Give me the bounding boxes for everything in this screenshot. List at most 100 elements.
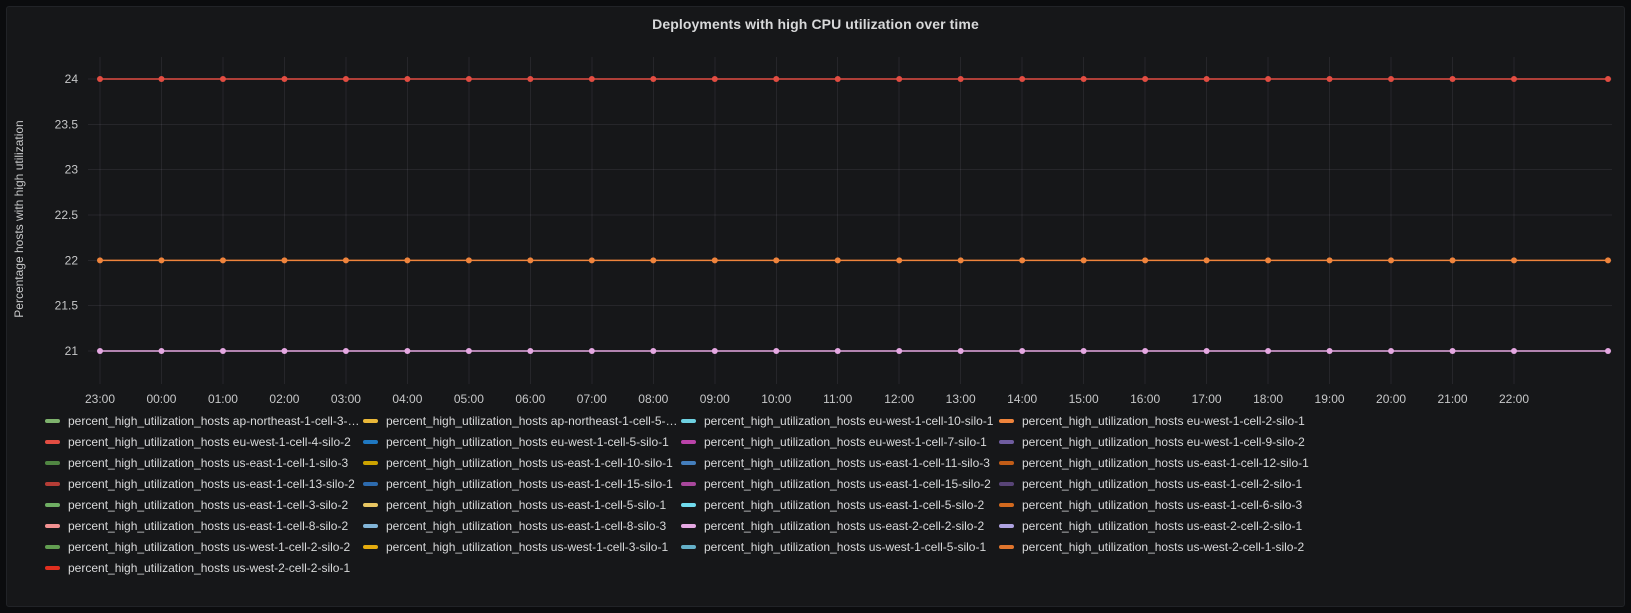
series-point[interactable] xyxy=(588,348,595,354)
legend-item[interactable]: percent_high_utilization_hosts us-west-1… xyxy=(45,536,363,557)
legend-item[interactable]: percent_high_utilization_hosts us-east-1… xyxy=(999,473,1317,494)
series-point[interactable] xyxy=(1326,76,1333,82)
series-point[interactable] xyxy=(404,348,411,354)
series-point[interactable] xyxy=(1019,348,1026,354)
series-point[interactable] xyxy=(465,348,472,354)
series-point[interactable] xyxy=(834,257,841,264)
series-point[interactable] xyxy=(1605,76,1611,82)
legend-item[interactable]: percent_high_utilization_hosts us-east-1… xyxy=(999,452,1317,473)
series-point[interactable] xyxy=(1605,348,1611,354)
legend-item[interactable]: percent_high_utilization_hosts eu-west-1… xyxy=(681,431,999,452)
series-point[interactable] xyxy=(1511,76,1517,82)
series-point[interactable] xyxy=(588,76,595,82)
legend-item[interactable]: percent_high_utilization_hosts us-west-1… xyxy=(363,536,681,557)
series-point[interactable] xyxy=(773,257,780,264)
legend-item[interactable]: percent_high_utilization_hosts us-east-1… xyxy=(681,473,999,494)
series-point[interactable] xyxy=(896,76,903,82)
series-point[interactable] xyxy=(219,348,226,354)
legend-item[interactable]: percent_high_utilization_hosts us-east-1… xyxy=(999,494,1317,515)
series-point[interactable] xyxy=(957,76,964,82)
series-point[interactable] xyxy=(97,257,103,264)
series-point[interactable] xyxy=(1511,257,1517,264)
series-point[interactable] xyxy=(1019,76,1026,82)
legend-item[interactable]: percent_high_utilization_hosts eu-west-1… xyxy=(363,431,681,452)
series-point[interactable] xyxy=(1605,257,1611,264)
series-point[interactable] xyxy=(1142,348,1149,354)
series-point[interactable] xyxy=(1326,257,1333,264)
series-point[interactable] xyxy=(342,348,349,354)
series-point[interactable] xyxy=(1326,348,1333,354)
series-point[interactable] xyxy=(1080,76,1087,82)
series-point[interactable] xyxy=(404,76,411,82)
legend-item[interactable]: percent_high_utilization_hosts eu-west-1… xyxy=(999,431,1317,452)
series-line[interactable] xyxy=(97,76,1611,82)
legend-item[interactable]: percent_high_utilization_hosts us-west-2… xyxy=(999,536,1317,557)
series-point[interactable] xyxy=(1080,348,1087,354)
series-point[interactable] xyxy=(773,348,780,354)
series-point[interactable] xyxy=(1388,348,1395,354)
chart-plot[interactable]: 21 21.5 22 22.5 23 23.5 24 23:00 00:00 01:00 02:00… xyxy=(7,7,1624,407)
series-line[interactable] xyxy=(97,257,1611,264)
series-point[interactable] xyxy=(158,348,165,354)
series-point[interactable] xyxy=(896,348,903,354)
series-point[interactable] xyxy=(1019,257,1026,264)
series-point[interactable] xyxy=(465,257,472,264)
plot-area[interactable] xyxy=(88,57,1612,384)
series-point[interactable] xyxy=(158,76,165,82)
legend-item[interactable]: percent_high_utilization_hosts eu-west-1… xyxy=(999,410,1317,431)
series-point[interactable] xyxy=(588,257,595,264)
series-point[interactable] xyxy=(711,348,718,354)
series-point[interactable] xyxy=(1388,257,1395,264)
legend-item[interactable]: percent_high_utilization_hosts ap-northe… xyxy=(363,410,681,431)
series-point[interactable] xyxy=(834,76,841,82)
series-point[interactable] xyxy=(465,76,472,82)
legend-item[interactable]: percent_high_utilization_hosts eu-west-1… xyxy=(45,431,363,452)
series-point[interactable] xyxy=(1449,348,1456,354)
series-point[interactable] xyxy=(281,76,288,82)
series-point[interactable] xyxy=(1449,257,1456,264)
series-point[interactable] xyxy=(834,348,841,354)
series-point[interactable] xyxy=(1511,348,1517,354)
legend-item[interactable]: percent_high_utilization_hosts us-east-1… xyxy=(681,494,999,515)
series-line[interactable] xyxy=(97,348,1611,354)
series-point[interactable] xyxy=(527,76,534,82)
series-point[interactable] xyxy=(896,257,903,264)
legend-item[interactable]: percent_high_utilization_hosts eu-west-1… xyxy=(681,410,999,431)
series-point[interactable] xyxy=(219,257,226,264)
legend-item[interactable]: percent_high_utilization_hosts us-east-2… xyxy=(999,515,1317,536)
legend-item[interactable]: percent_high_utilization_hosts us-west-1… xyxy=(681,536,999,557)
series-point[interactable] xyxy=(711,257,718,264)
series-point[interactable] xyxy=(1388,76,1395,82)
series-point[interactable] xyxy=(957,257,964,264)
series-point[interactable] xyxy=(342,257,349,264)
series-point[interactable] xyxy=(281,257,288,264)
panel-title[interactable]: Deployments with high CPU utilization ov… xyxy=(652,16,979,32)
series-point[interactable] xyxy=(711,76,718,82)
series-point[interactable] xyxy=(281,348,288,354)
series-point[interactable] xyxy=(1449,76,1456,82)
series-point[interactable] xyxy=(650,348,657,354)
legend-item[interactable]: percent_high_utilization_hosts us-east-1… xyxy=(45,473,363,494)
legend-item[interactable]: percent_high_utilization_hosts us-west-2… xyxy=(45,557,363,578)
series-point[interactable] xyxy=(1265,257,1272,264)
series-point[interactable] xyxy=(1142,257,1149,264)
legend-item[interactable]: percent_high_utilization_hosts us-east-1… xyxy=(681,452,999,473)
legend-item[interactable]: percent_high_utilization_hosts us-east-1… xyxy=(45,452,363,473)
series-point[interactable] xyxy=(1265,76,1272,82)
series-point[interactable] xyxy=(1203,76,1210,82)
series-point[interactable] xyxy=(219,76,226,82)
legend-item[interactable]: percent_high_utilization_hosts us-east-1… xyxy=(363,452,681,473)
legend-item[interactable]: percent_high_utilization_hosts us-east-1… xyxy=(363,494,681,515)
legend-item[interactable]: percent_high_utilization_hosts us-east-1… xyxy=(363,473,681,494)
legend-item[interactable]: percent_high_utilization_hosts us-east-1… xyxy=(45,494,363,515)
series-point[interactable] xyxy=(773,76,780,82)
series-point[interactable] xyxy=(1142,76,1149,82)
series-point[interactable] xyxy=(527,348,534,354)
series-point[interactable] xyxy=(1203,257,1210,264)
series-point[interactable] xyxy=(97,76,103,82)
legend-item[interactable]: percent_high_utilization_hosts ap-northe… xyxy=(45,410,363,431)
series-point[interactable] xyxy=(957,348,964,354)
series-point[interactable] xyxy=(404,257,411,264)
series-point[interactable] xyxy=(158,257,165,264)
series-point[interactable] xyxy=(527,257,534,264)
